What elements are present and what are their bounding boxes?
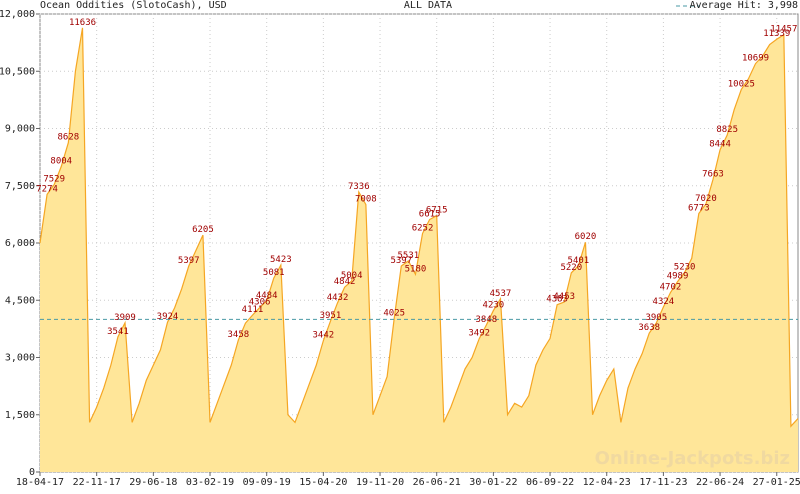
data-label: 5220	[560, 263, 582, 273]
area-line	[39, 27, 799, 428]
x-tick-label: 30-01-22	[469, 477, 517, 488]
y-tick-label: 10,500	[0, 66, 35, 77]
data-label: 5081	[263, 268, 285, 278]
data-label: 10025	[728, 79, 755, 89]
y-tick-label: 9,000	[5, 124, 35, 135]
x-tick-label: 03-02-19	[186, 477, 234, 488]
data-label: 11636	[69, 18, 96, 28]
y-tick-label: 6,000	[5, 238, 35, 249]
data-label: 3924	[157, 312, 179, 322]
data-label: 6715	[426, 206, 448, 216]
y-tick-label: 12,000	[0, 9, 35, 20]
chart-subtitle: ALL DATA	[404, 0, 452, 11]
data-label: 3638	[638, 323, 660, 333]
data-label: 8825	[716, 125, 738, 135]
data-label: 7008	[355, 195, 377, 205]
data-label: 3909	[114, 313, 136, 323]
data-label: 4842	[334, 277, 356, 287]
x-tick-label: 19-11-20	[356, 477, 404, 488]
data-label: 3442	[313, 331, 335, 341]
data-label: 5401	[568, 256, 590, 266]
data-label: 7663	[702, 170, 724, 180]
data-label: 6252	[412, 223, 434, 233]
data-label: 6615	[419, 210, 441, 220]
data-label: 4453	[553, 292, 575, 302]
legend-label: Average Hit: 3,998	[690, 0, 798, 11]
area-fill	[40, 27, 798, 472]
data-label: 5230	[674, 262, 696, 272]
data-label: 11339	[763, 29, 790, 39]
data-label: 5397	[178, 256, 200, 266]
data-label: 7020	[695, 194, 717, 204]
chart-title: Ocean Oddities (SlotoCash), USD	[40, 0, 227, 11]
data-label: 4484	[256, 291, 278, 301]
data-label: 6020	[575, 232, 597, 242]
data-label: 7274	[36, 184, 58, 194]
data-label: 3458	[228, 330, 250, 340]
y-tick-label: 1,500	[5, 410, 35, 421]
data-label: 4324	[653, 297, 675, 307]
x-tick-label: 17-11-23	[639, 477, 687, 488]
data-label: 4702	[660, 283, 682, 293]
data-label: 8444	[709, 140, 731, 150]
data-label: 4432	[327, 293, 349, 303]
data-label: 4306	[249, 298, 271, 308]
y-tick-label: 7,500	[5, 181, 35, 192]
y-tick-label: 3,000	[5, 353, 35, 364]
data-label: 4989	[667, 272, 689, 282]
y-tick-label: 4,500	[5, 295, 35, 306]
data-label: 3848	[475, 315, 497, 325]
data-label: 5423	[270, 255, 292, 265]
data-label: 6205	[192, 225, 214, 235]
x-tick-label: 18-04-17	[16, 477, 64, 488]
data-label: 4111	[242, 305, 264, 315]
y-tick-label: 0	[29, 467, 35, 478]
data-label: 5397	[390, 256, 412, 266]
data-label: 11457	[770, 25, 797, 35]
data-label: 5180	[405, 264, 427, 274]
data-label: 3541	[107, 327, 129, 337]
x-tick-label: 27-01-25	[753, 477, 800, 488]
watermark: Online-Jackpots.biz	[595, 448, 790, 469]
x-tick-label: 15-04-20	[299, 477, 347, 488]
data-label: 8004	[50, 157, 72, 167]
data-label: 5004	[341, 271, 363, 281]
data-label: 4383	[546, 295, 568, 305]
data-label: 6773	[688, 203, 710, 213]
data-label: 5531	[398, 251, 420, 261]
x-tick-label: 06-09-22	[526, 477, 574, 488]
data-label: 3951	[320, 311, 342, 321]
x-tick-label: 22-11-17	[73, 477, 121, 488]
data-label: 8628	[57, 133, 79, 143]
x-tick-label: 12-04-23	[583, 477, 631, 488]
data-label: 4230	[483, 301, 505, 311]
data-label: 4025	[383, 308, 405, 318]
data-label: 3492	[468, 329, 490, 339]
data-label: 7529	[43, 175, 65, 185]
data-label: 3905	[645, 313, 667, 323]
data-label: 10699	[742, 54, 769, 64]
data-label: 7336	[348, 182, 370, 192]
x-tick-label: 09-09-19	[243, 477, 291, 488]
x-tick-label: 29-06-18	[129, 477, 177, 488]
x-tick-label: 26-06-21	[413, 477, 461, 488]
x-tick-label: 22-06-24	[696, 477, 744, 488]
data-label: 4537	[490, 289, 512, 299]
